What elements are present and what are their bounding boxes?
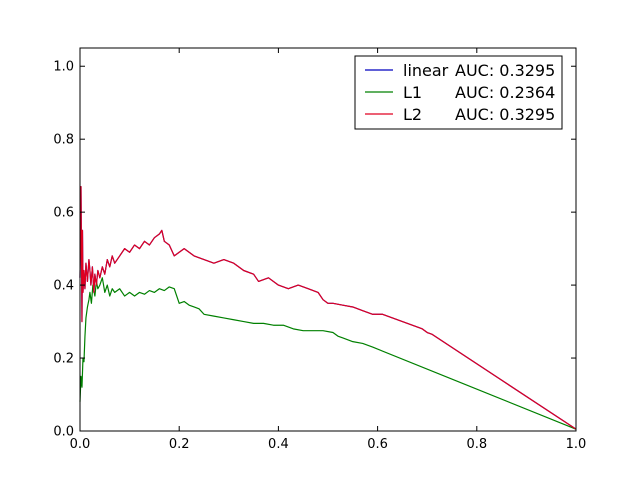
x-tick-label: 0.2 — [169, 437, 190, 452]
legend: linear AUC: 0.3295 L1 AUC: 0.2364 L2 AUC: 0.3… — [354, 55, 563, 130]
series-line-l1 — [79, 277, 577, 430]
x-tick-label: 1.0 — [566, 437, 587, 452]
y-tick-label: 0.2 — [53, 352, 74, 367]
legend-label-linear: linear — [403, 61, 449, 80]
legend-auc-linear: AUC: 0.3295 — [455, 61, 555, 80]
y-tick-label: 0.4 — [53, 279, 74, 294]
legend-auc-l2: AUC: 0.3295 — [455, 105, 555, 124]
plot-frame — [79, 47, 577, 432]
y-tick-label: 0.8 — [53, 133, 74, 148]
legend-auc-l1: AUC: 0.2364 — [455, 83, 555, 102]
series-line-l2 — [79, 186, 577, 430]
x-tick-label: 0.0 — [70, 437, 91, 452]
y-tick-label: 0.0 — [53, 425, 74, 440]
y-tick-label: 1.0 — [53, 60, 74, 75]
axes-layer: 0.0 0.2 0.4 0.6 0.8 1.0 0.0 0.2 0.4 0.6 0.8 1.0 — [53, 48, 586, 452]
legend-label-l1: L1 — [403, 83, 422, 102]
y-tick-label: 0.6 — [53, 206, 74, 221]
legend-label-l2: L2 — [403, 105, 422, 124]
x-tick-label: 0.6 — [367, 437, 388, 452]
x-tick-label: 0.4 — [268, 437, 289, 452]
x-tick-label: 0.8 — [466, 437, 487, 452]
series-layer — [79, 186, 577, 430]
